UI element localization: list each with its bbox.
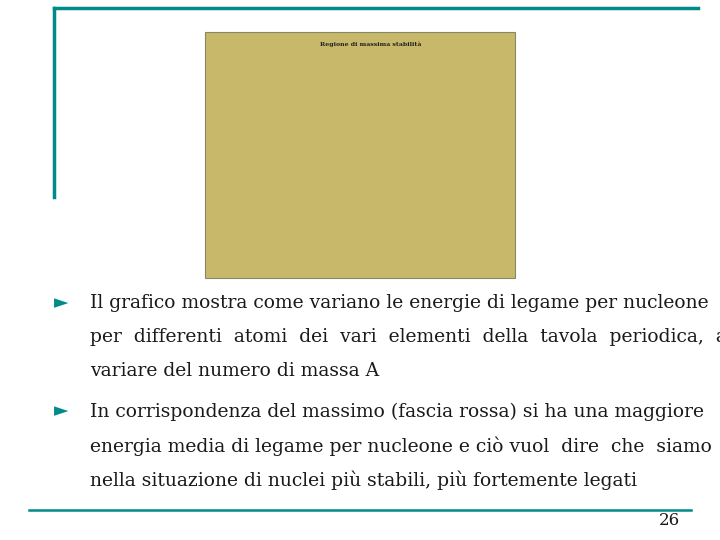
Text: energia media di legame per nucleone e ciò vuol  dire  che  siamo: energia media di legame per nucleone e c… [90, 436, 712, 456]
Point [400, 98, 412, 106]
Text: $^6$Li: $^6$Li [265, 151, 273, 160]
Point [251, 235, 262, 244]
Text: $^2$H: $^2$H [253, 226, 261, 235]
Text: $^{147}$Au: $^{147}$Au [415, 95, 429, 104]
Text: In corrispondenza del massimo (fascia rossa) si ha una maggiore: In corrispondenza del massimo (fascia ro… [90, 402, 704, 421]
Text: ►: ► [54, 294, 68, 312]
Text: $^{56}$Fe: $^{56}$Fe [318, 89, 330, 98]
Text: $^{12}$C: $^{12}$C [249, 107, 258, 117]
Point [356, 94, 368, 103]
Text: variare del numero di massa A: variare del numero di massa A [90, 362, 379, 380]
Text: 26: 26 [659, 512, 680, 529]
Point [406, 100, 418, 109]
Text: $^{141}$Cd: $^{141}$Cd [408, 110, 423, 119]
Point [265, 117, 276, 126]
Text: $^{130}$Cd: $^{130}$Cd [397, 91, 411, 100]
Point [284, 99, 295, 107]
Y-axis label: Energia di legame per nucleone (MeV): Energia di legame per nucleone (MeV) [237, 116, 242, 219]
Text: $^{120}$Sn: $^{120}$Sn [386, 90, 400, 99]
Point [279, 100, 291, 109]
Text: ►: ► [54, 402, 68, 420]
Bar [320, 76, 341, 259]
Text: $^{80}$Br: $^{80}$Br [343, 90, 355, 99]
Point [254, 125, 266, 133]
Point [388, 96, 400, 105]
Point [310, 93, 321, 102]
Point [258, 125, 270, 133]
Point [271, 107, 283, 116]
Point [470, 110, 482, 119]
Text: Fissione: Fissione [362, 80, 384, 85]
Point [292, 98, 304, 106]
Point [459, 110, 471, 118]
Point [252, 235, 264, 244]
Text: per  differenti  atomi  dei  vari  elementi  della  tavola  periodica,  al: per differenti atomi dei vari elementi d… [90, 328, 720, 346]
X-axis label: Numero di massa, A: Numero di massa, A [355, 271, 412, 276]
Point [275, 110, 287, 118]
Text: Fusione: Fusione [261, 80, 282, 85]
Text: nella situazione di nuclei più stabili, più fortemente legati: nella situazione di nuclei più stabili, … [90, 470, 637, 490]
Point [503, 116, 515, 124]
Bar [341, 76, 511, 259]
Point [377, 95, 389, 104]
Point [263, 113, 274, 122]
Point [492, 113, 503, 122]
Bar [256, 76, 320, 259]
Text: $^{16}$O: $^{16}$O [253, 102, 263, 112]
Point [256, 158, 268, 166]
Point [267, 109, 279, 117]
Text: $^{227}$Ac: $^{227}$Ac [500, 108, 513, 117]
Text: $^{207}$Pb: $^{207}$Pb [479, 105, 492, 115]
Text: $^7$Li: $^7$Li [266, 146, 274, 155]
Text: Regione di massima stabilità: Regione di massima stabilità [320, 42, 421, 47]
Text: $^4$He: $^4$He [264, 133, 274, 143]
Text: $^{20}$Be: $^{20}$Be [274, 98, 286, 107]
Point [335, 95, 346, 104]
Text: $^{28}$P: $^{28}$P [288, 93, 297, 103]
Point [441, 104, 453, 113]
Point [257, 152, 269, 161]
Text: Il grafico mostra come variano le energie di legame per nucleone: Il grafico mostra come variano le energi… [90, 294, 708, 312]
Point [253, 207, 264, 216]
